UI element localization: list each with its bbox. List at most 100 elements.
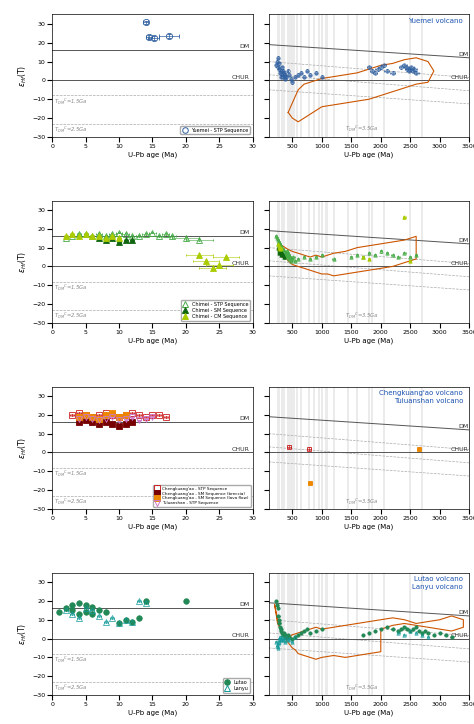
Legend: Lutao, Lanyu: Lutao, Lanyu [223,678,250,693]
Bar [421,201,423,323]
X-axis label: U-Pb age (Ma): U-Pb age (Ma) [345,710,393,716]
Legend: Chengkuang'ao - STP Sequence, Chengkuang'ao - SM Sequence (breccia), Chengkuang': Chengkuang'ao - STP Sequence, Chengkuang… [153,485,251,507]
Bar [333,201,335,323]
Bar [283,387,285,509]
Bar [371,387,373,509]
Text: $T_{DM}$$^C$=2.5Ga: $T_{DM}$$^C$=2.5Ga [54,497,88,507]
X-axis label: U-Pb age (Ma): U-Pb age (Ma) [128,710,177,716]
Bar [290,14,292,137]
Bar [292,387,294,509]
Bar [287,14,289,137]
Bar [356,14,358,137]
Bar [290,387,292,509]
Bar [326,201,328,323]
Bar [318,573,320,695]
Bar [333,387,335,509]
Bar [287,387,289,509]
Bar [313,201,315,323]
Bar [313,573,315,695]
Text: DM: DM [458,424,469,429]
Bar [333,14,335,137]
Bar [321,201,323,323]
Bar [290,573,292,695]
Text: CHUR: CHUR [231,633,249,638]
Y-axis label: $\varepsilon_{Hf}$(T): $\varepsilon_{Hf}$(T) [17,623,29,645]
Text: DM: DM [239,230,249,235]
Text: $T_{DM}$$^C$=3.5Ga: $T_{DM}$$^C$=3.5Ga [346,311,379,321]
Bar [368,573,370,695]
Bar [356,387,358,509]
X-axis label: U-Pb age (Ma): U-Pb age (Ma) [345,337,393,344]
Text: CHUR: CHUR [231,261,249,266]
Bar [347,387,349,509]
Legend: Chimei - STP Sequence, Chimei - SM Sequence, Chimei - CM Sequence: Chimei - STP Sequence, Chimei - SM Seque… [181,300,250,321]
Text: DM: DM [458,52,469,57]
Text: $T_{DM}$$^C$=3.5Ga: $T_{DM}$$^C$=3.5Ga [346,497,379,507]
Bar [277,573,280,695]
Bar [371,201,373,323]
Bar [347,14,349,137]
Text: CHUR: CHUR [451,261,469,266]
Bar [318,14,320,137]
Text: $T_{DM}$$^C$=2.5Ga: $T_{DM}$$^C$=2.5Ga [54,311,88,321]
Text: $T_{DM}$$^C$=2.5Ga: $T_{DM}$$^C$=2.5Ga [54,683,88,693]
Text: DM: DM [458,238,469,243]
Bar [347,573,349,695]
Text: Yuemei volcano: Yuemei volcano [409,18,463,24]
Text: $T_{DM}$$^C$=1.5Ga: $T_{DM}$$^C$=1.5Ga [54,654,88,665]
Text: $T_{DM}$$^C$=1.5Ga: $T_{DM}$$^C$=1.5Ga [54,282,88,292]
Bar [409,387,411,509]
Text: $T_{DM}$$^C$=3.5Ga: $T_{DM}$$^C$=3.5Ga [346,683,379,693]
Bar [281,573,283,695]
Bar [281,14,283,137]
Bar [296,14,298,137]
Text: CHUR: CHUR [451,633,469,638]
Bar [383,201,385,323]
Bar [326,14,328,137]
Bar [308,387,310,509]
Bar [409,573,411,695]
Bar [368,14,370,137]
Text: DM: DM [458,610,469,615]
Bar [283,14,285,137]
X-axis label: U-Pb age (Ma): U-Pb age (Ma) [128,151,177,158]
Bar [292,201,294,323]
Bar [290,201,292,323]
Y-axis label: $\varepsilon_{Hf}$(T): $\varepsilon_{Hf}$(T) [17,437,29,459]
Bar [383,387,385,509]
Bar [287,201,289,323]
Bar [356,573,358,695]
Bar [308,201,310,323]
Y-axis label: $\varepsilon_{Hf}$(T): $\varepsilon_{Hf}$(T) [17,64,29,87]
Bar [371,14,373,137]
Bar [308,14,310,137]
X-axis label: U-Pb age (Ma): U-Pb age (Ma) [128,523,177,530]
Bar [313,14,315,137]
Bar [333,573,335,695]
Bar [281,387,283,509]
Text: CHUR: CHUR [451,75,469,80]
Bar [318,387,320,509]
Bar [292,573,294,695]
Y-axis label: $\varepsilon_{Hf}$(T): $\varepsilon_{Hf}$(T) [17,251,29,273]
Bar [409,201,411,323]
X-axis label: U-Pb age (Ma): U-Pb age (Ma) [345,523,393,530]
Bar [296,387,298,509]
Text: DM: DM [239,602,249,607]
Text: CHUR: CHUR [451,447,469,452]
Bar [296,573,298,695]
Bar [326,387,328,509]
Bar [421,387,423,509]
Text: $T_{DM}$$^C$=3.5Ga: $T_{DM}$$^C$=3.5Ga [346,125,379,135]
Bar [421,14,423,137]
Text: CHUR: CHUR [231,75,249,80]
Bar [321,387,323,509]
Bar [300,201,302,323]
Bar [326,573,328,695]
Bar [292,14,294,137]
Text: DM: DM [239,416,249,421]
Bar [356,201,358,323]
Bar [283,201,285,323]
X-axis label: U-Pb age (Ma): U-Pb age (Ma) [345,151,393,158]
Text: $T_{DM}$$^C$=1.5Ga: $T_{DM}$$^C$=1.5Ga [54,96,88,106]
